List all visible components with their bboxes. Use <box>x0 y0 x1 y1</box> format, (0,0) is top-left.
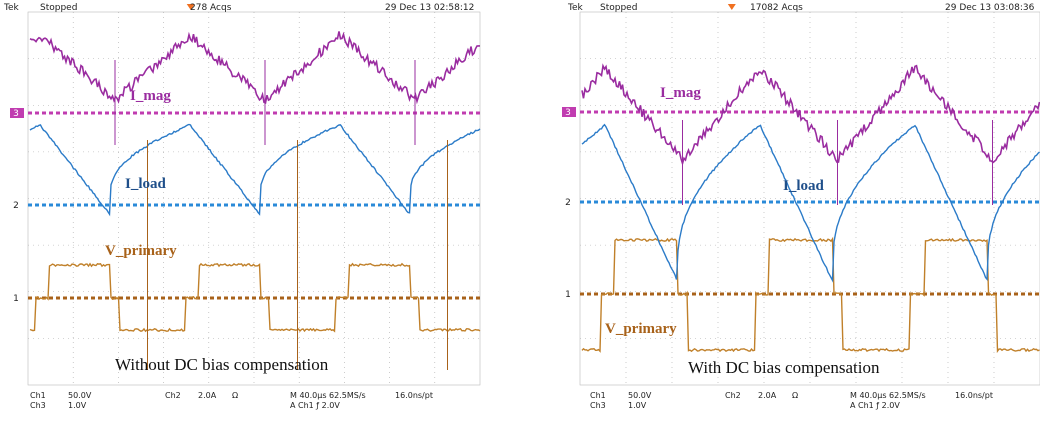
header-acqs: 17082 Acqs <box>750 3 803 13</box>
trigger-marker <box>728 4 736 10</box>
screenshot: 3 2 1 Tek Stopped 278 Acqs 29 Dec 13 02:58:12 I… <box>0 0 1040 418</box>
channel-marker-label: 2 <box>565 198 571 208</box>
header-status: Stopped <box>40 3 77 13</box>
caption: With DC bias compensation <box>688 358 880 377</box>
footer-text: 1.0V <box>628 401 647 410</box>
footer-text: 50.0V <box>628 391 652 400</box>
footer-text: Ch2 <box>725 391 741 400</box>
footer-text: Ω <box>792 391 798 400</box>
footer-text: Ch3 <box>30 401 46 410</box>
footer-text: 16.0ns/pt <box>955 391 993 400</box>
trace-label: V_primary <box>105 243 177 259</box>
trace-label: I_mag <box>660 85 701 101</box>
header-tek: Tek <box>3 3 20 13</box>
trace-label: I_load <box>783 178 825 194</box>
header-acqs: 278 Acqs <box>190 3 232 13</box>
channel-marker-label: 1 <box>565 290 571 300</box>
channel-marker-label: 3 <box>13 109 19 119</box>
channel-marker-label: 2 <box>13 201 19 211</box>
trace-label: I_mag <box>130 88 171 104</box>
channel-marker-label: 1 <box>13 294 19 304</box>
header-tek: Tek <box>567 3 584 13</box>
header-date: 29 Dec 13 02:58:12 <box>385 3 474 13</box>
footer-text: M 40.0μs 62.5MS/s <box>850 391 926 400</box>
footer-text: 2.0A <box>758 391 777 400</box>
trace-label: I_load <box>125 176 167 192</box>
footer-text: A Ch1 ƒ 2.0V <box>850 401 900 410</box>
footer-text: 50.0V <box>68 391 92 400</box>
footer-text: 2.0A <box>198 391 217 400</box>
footer-text: M 40.0μs 62.5MS/s <box>290 391 366 400</box>
caption: Without DC bias compensation <box>115 355 329 374</box>
header-date: 29 Dec 13 03:08:36 <box>945 3 1035 13</box>
footer-text: 16.0ns/pt <box>395 391 433 400</box>
footer-text: Ch1 <box>590 391 606 400</box>
scope-panel: 3 2 1 Tek Stopped 278 Acqs 29 Dec 13 02:58:12 I… <box>3 3 480 410</box>
trace-label: V_primary <box>605 321 677 337</box>
footer-text: A Ch1 ƒ 2.0V <box>290 401 340 410</box>
channel-marker-label: 3 <box>565 108 571 118</box>
footer-text: 1.0V <box>68 401 87 410</box>
footer-text: Ω <box>232 391 238 400</box>
footer-text: Ch2 <box>165 391 181 400</box>
footer-text: Ch1 <box>30 391 46 400</box>
footer-text: Ch3 <box>590 401 606 410</box>
header-status: Stopped <box>600 3 637 13</box>
scope-panel: 3 2 1 Tek Stopped 17082 Acqs 29 Dec 13 03:08:3… <box>562 3 1040 410</box>
